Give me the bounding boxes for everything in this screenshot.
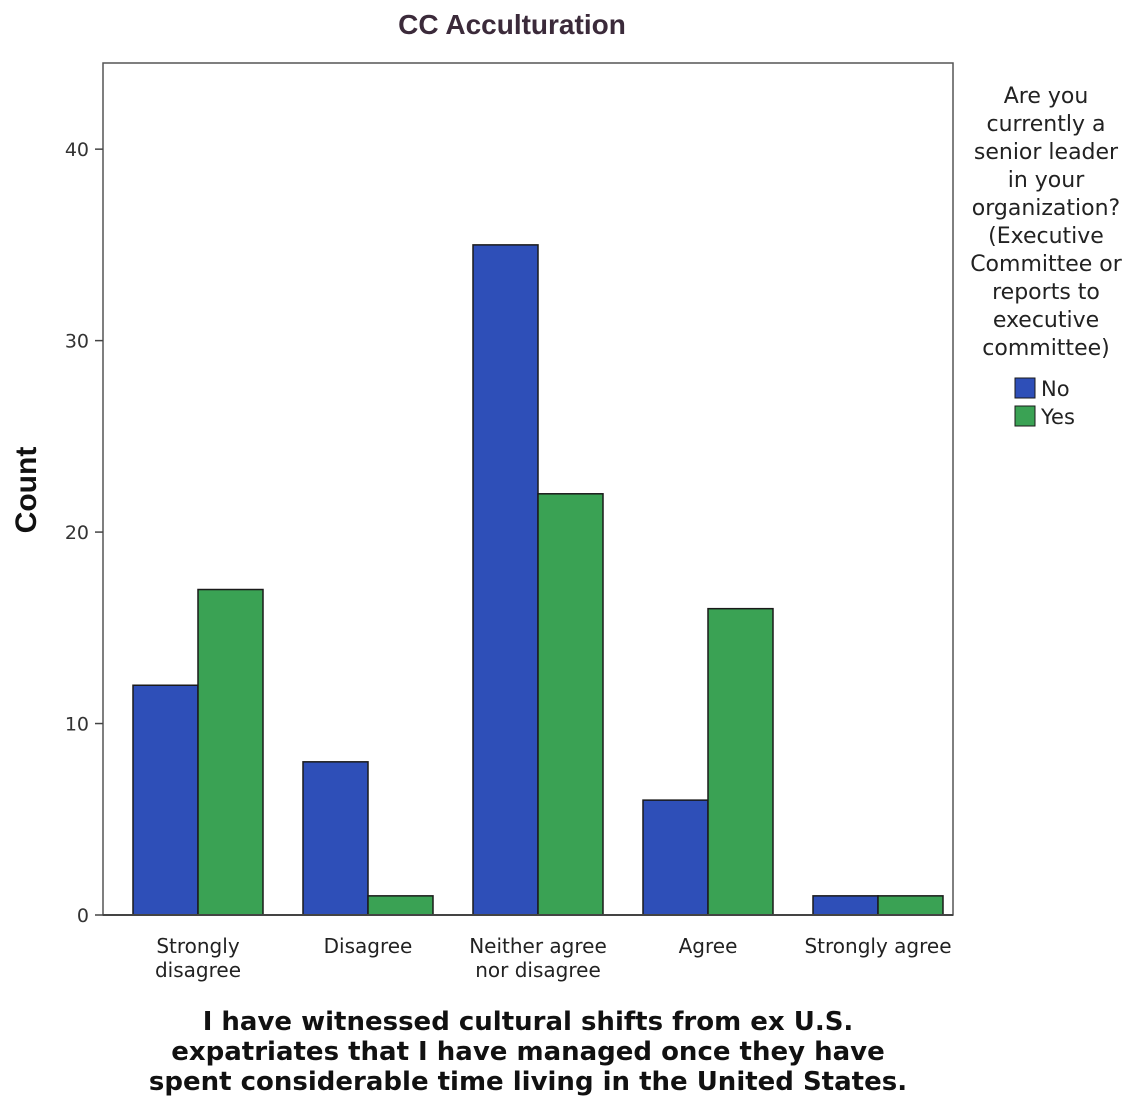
x-axis-label-line: expatriates that I have managed once the… — [171, 1037, 885, 1067]
legend-title-line: Committee or — [970, 252, 1123, 277]
x-tick-line: Strongly — [156, 934, 239, 958]
x-tick-line: Neither agree — [469, 934, 607, 958]
legend-title-line: reports to — [992, 280, 1100, 305]
y-axis-label: Count — [10, 447, 43, 534]
y-tick-label: 40 — [65, 139, 89, 161]
bar-no-2 — [472, 244, 539, 916]
legend-title-line: in your — [1008, 168, 1085, 193]
y-tick-label: 30 — [65, 331, 89, 353]
x-axis-label-line: I have witnessed cultural shifts from ex… — [203, 1007, 854, 1037]
legend-title-line: currently a — [987, 112, 1106, 137]
x-tick-label: Agree — [679, 934, 738, 958]
legend-title-line: organization? — [972, 196, 1120, 221]
bar-yes-3 — [707, 607, 774, 916]
x-tick-line: Strongly agree — [804, 934, 951, 958]
x-tick-label: Disagree — [324, 934, 413, 958]
x-axis-label-line: spent considerable time living in the Un… — [149, 1067, 907, 1097]
x-tick-label: Neither agree nor disagree — [469, 934, 607, 982]
legend-title-line: committee) — [982, 336, 1109, 361]
bars — [132, 244, 944, 916]
x-tick-line: Agree — [679, 934, 738, 958]
bar-no-0 — [132, 684, 199, 916]
chart-title: CC Acculturation — [398, 9, 626, 40]
y-axis-ticks: 0 10 20 30 40 — [65, 139, 103, 927]
bar-no-3 — [642, 799, 709, 916]
legend-swatch-no — [1014, 377, 1036, 399]
legend-title-line: (Executive — [988, 224, 1104, 249]
legend-title-line: Are you — [1004, 84, 1089, 109]
x-axis-categories: Strongly disagree Disagree Neither agree nor… — [155, 934, 952, 982]
y-tick-label: 0 — [77, 905, 89, 927]
y-tick-label: 20 — [65, 522, 89, 544]
bar-no-4 — [812, 895, 879, 916]
bar-yes-0 — [197, 588, 264, 916]
legend-label-yes: Yes — [1040, 405, 1075, 429]
bar-no-1 — [302, 761, 369, 916]
bar-yes-4 — [877, 895, 944, 916]
y-tick-label: 10 — [65, 714, 89, 736]
x-tick-label: Strongly disagree — [155, 934, 241, 982]
x-axis-label: I have witnessed cultural shifts from ex… — [149, 1007, 907, 1097]
legend-swatch-yes — [1014, 405, 1036, 427]
bar-yes-1 — [367, 895, 434, 916]
x-tick-line: nor disagree — [475, 958, 601, 982]
x-tick-line: disagree — [155, 958, 241, 982]
legend-title-line: senior leader — [974, 140, 1119, 165]
bar-yes-2 — [537, 493, 604, 916]
legend: Are you currently a senior leader in your or… — [970, 84, 1123, 429]
legend-title-line: executive — [993, 308, 1099, 333]
x-tick-label: Strongly agree — [804, 934, 951, 958]
legend-label-no: No — [1041, 377, 1070, 401]
x-tick-line: Disagree — [324, 934, 413, 958]
